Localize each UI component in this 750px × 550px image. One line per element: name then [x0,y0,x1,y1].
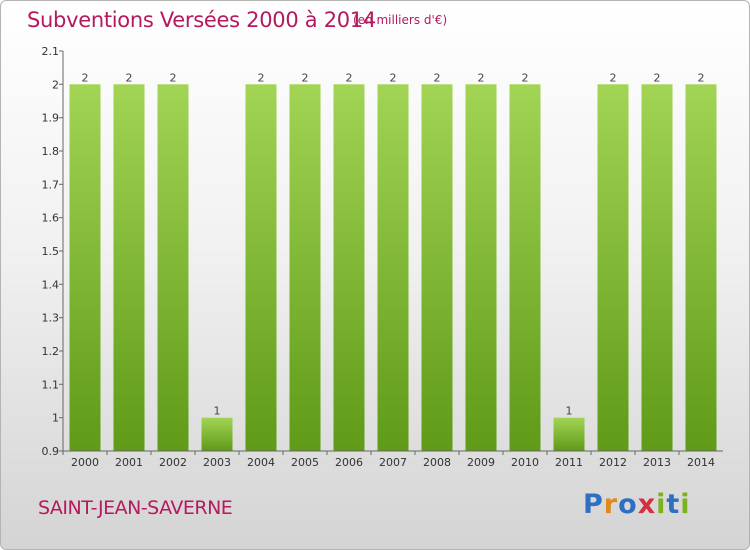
y-tick-label: 1.6 [42,212,60,225]
x-tick-label: 2000 [71,456,99,469]
chart-subtitle: (en milliers d'€) [353,13,448,27]
value-label: 2 [82,71,89,84]
y-tick-label: 1.8 [42,145,60,158]
logo-letter: P [583,489,604,520]
y-tick-label: 1.1 [42,378,60,391]
y-tick-label: 1.5 [42,245,60,258]
y-tick-label: 2 [52,78,59,91]
value-label: 2 [258,71,265,84]
value-label: 2 [126,71,133,84]
bar-2002 [157,84,189,452]
x-tick-label: 2011 [555,456,583,469]
x-tick-label: 2010 [511,456,539,469]
bar-2009 [465,84,497,452]
logo-letter: i [656,489,667,520]
value-label: 2 [170,71,177,84]
bar-2001 [113,84,145,452]
bar-2007 [377,84,409,452]
value-label: 1 [214,405,221,418]
y-tick-label: 1.7 [42,178,60,191]
bar-2003 [201,417,233,451]
y-tick-label: 1.4 [42,278,60,291]
y-tick-label: 1.2 [42,345,60,358]
x-tick-label: 2001 [115,456,143,469]
y-tick-label: 2.1 [42,45,60,58]
y-tick-label: 1.3 [42,312,60,325]
bar-2008 [421,84,453,452]
x-tick-label: 2008 [423,456,451,469]
bar-2012 [597,84,629,452]
bar-2014 [685,84,717,452]
proxiti-logo[interactable]: Proxiti [583,489,691,520]
x-tick-label: 2006 [335,456,363,469]
bar-2006 [333,84,365,452]
x-tick-label: 2007 [379,456,407,469]
x-tick-label: 2013 [643,456,671,469]
value-label: 2 [302,71,309,84]
x-tick-label: 2005 [291,456,319,469]
value-label: 2 [522,71,529,84]
bar-2005 [289,84,321,452]
value-label: 2 [654,71,661,84]
bar-2010 [509,84,541,452]
logo-letter: t [666,489,681,520]
bar-2011 [553,417,585,451]
chart-title: Subventions Versées 2000 à 2014 [27,8,376,32]
y-tick-label: 1.9 [42,112,60,125]
value-label: 2 [434,71,441,84]
bars-layer: 2 2 2 1 2 2 2 2 2 2 2 1 2 2 2 [69,71,717,452]
value-label: 2 [478,71,485,84]
value-label: 2 [390,71,397,84]
logo-letter: r [603,489,619,520]
value-label: 2 [698,71,705,84]
x-tick-label: 2003 [203,456,231,469]
x-tick-label: 2014 [687,456,715,469]
value-label: 2 [346,71,353,84]
value-label: 1 [566,405,573,418]
x-tick-label: 2012 [599,456,627,469]
logo-letter: o [618,489,638,520]
logo-letter: x [637,489,657,520]
x-tick-label: 2009 [467,456,495,469]
bar-2000 [69,84,101,452]
bar-2004 [245,84,277,452]
bar-2013 [641,84,673,452]
logo-letter: i [680,489,691,520]
x-tick-label: 2004 [247,456,275,469]
x-tick-label: 2002 [159,456,187,469]
value-label: 2 [610,71,617,84]
y-tick-label: 1 [52,412,59,425]
axis-layer: 2000 2001 2002 2003 2004 2005 2006 2007 2008 2009… [42,45,723,469]
y-tick-label: 0.9 [42,445,60,458]
commune-name: SAINT-JEAN-SAVERNE [38,497,233,519]
